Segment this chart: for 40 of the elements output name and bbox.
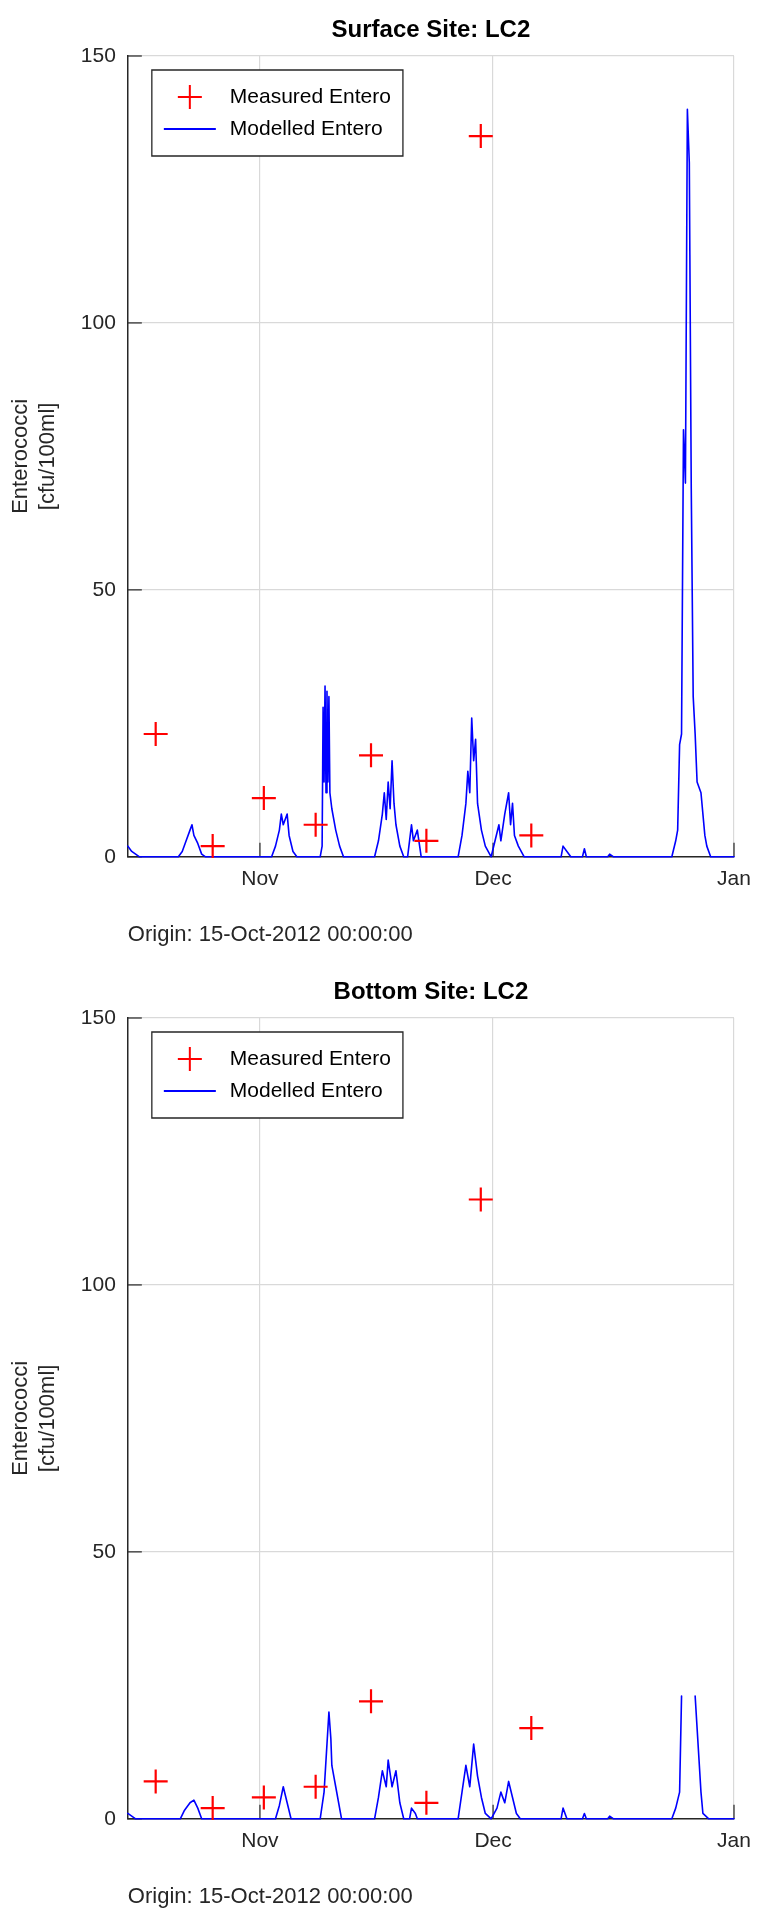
point	[359, 743, 384, 768]
y-tick-label: 50	[92, 576, 116, 600]
y-tick-label: 50	[92, 1538, 116, 1562]
point	[519, 823, 544, 848]
point	[414, 828, 439, 853]
x-tick-label: Jan	[717, 866, 751, 890]
point	[303, 812, 328, 837]
y-tick-label: 0	[104, 1805, 116, 1829]
legend-label: Measured Entero	[229, 83, 391, 107]
point	[468, 124, 493, 149]
y-tick-label: 100	[80, 1271, 116, 1295]
legend-label: Modelled Entero	[229, 115, 383, 139]
y-axis-title: Enterococci [cfu/100ml]	[7, 1360, 59, 1476]
legend-label: Modelled Entero	[229, 1077, 383, 1101]
point	[200, 834, 225, 859]
point	[519, 1716, 544, 1741]
point	[143, 1769, 168, 1794]
point	[303, 1774, 328, 1799]
x-tick-label: Dec	[474, 866, 512, 890]
y-tick-label: 100	[80, 309, 116, 333]
text: Origin: 15-Oct-2012 00:00:00	[127, 1882, 413, 1908]
point	[251, 1785, 276, 1810]
y-tick-label: 0	[104, 843, 116, 867]
legend-label: Measured Entero	[229, 1045, 391, 1069]
y-tick-label: 150	[80, 42, 116, 66]
point	[414, 1790, 439, 1815]
x-tick-label: Nov	[241, 1828, 280, 1852]
y-tick-label: 150	[80, 1004, 116, 1028]
y-axis-title: Enterococci [cfu/100ml]	[7, 398, 59, 514]
chart-title: Bottom Site: LC2	[333, 976, 529, 1004]
point	[143, 722, 168, 747]
x-tick-label: Nov	[241, 866, 280, 890]
x-tick-label: Jan	[717, 1828, 751, 1852]
chart-title: Surface Site: LC2	[331, 14, 531, 42]
point	[359, 1689, 384, 1714]
point	[468, 1187, 493, 1212]
text: Origin: 15-Oct-2012 00:00:00	[127, 920, 413, 946]
point	[251, 786, 276, 811]
point	[200, 1796, 225, 1821]
x-tick-label: Dec	[474, 1828, 512, 1852]
